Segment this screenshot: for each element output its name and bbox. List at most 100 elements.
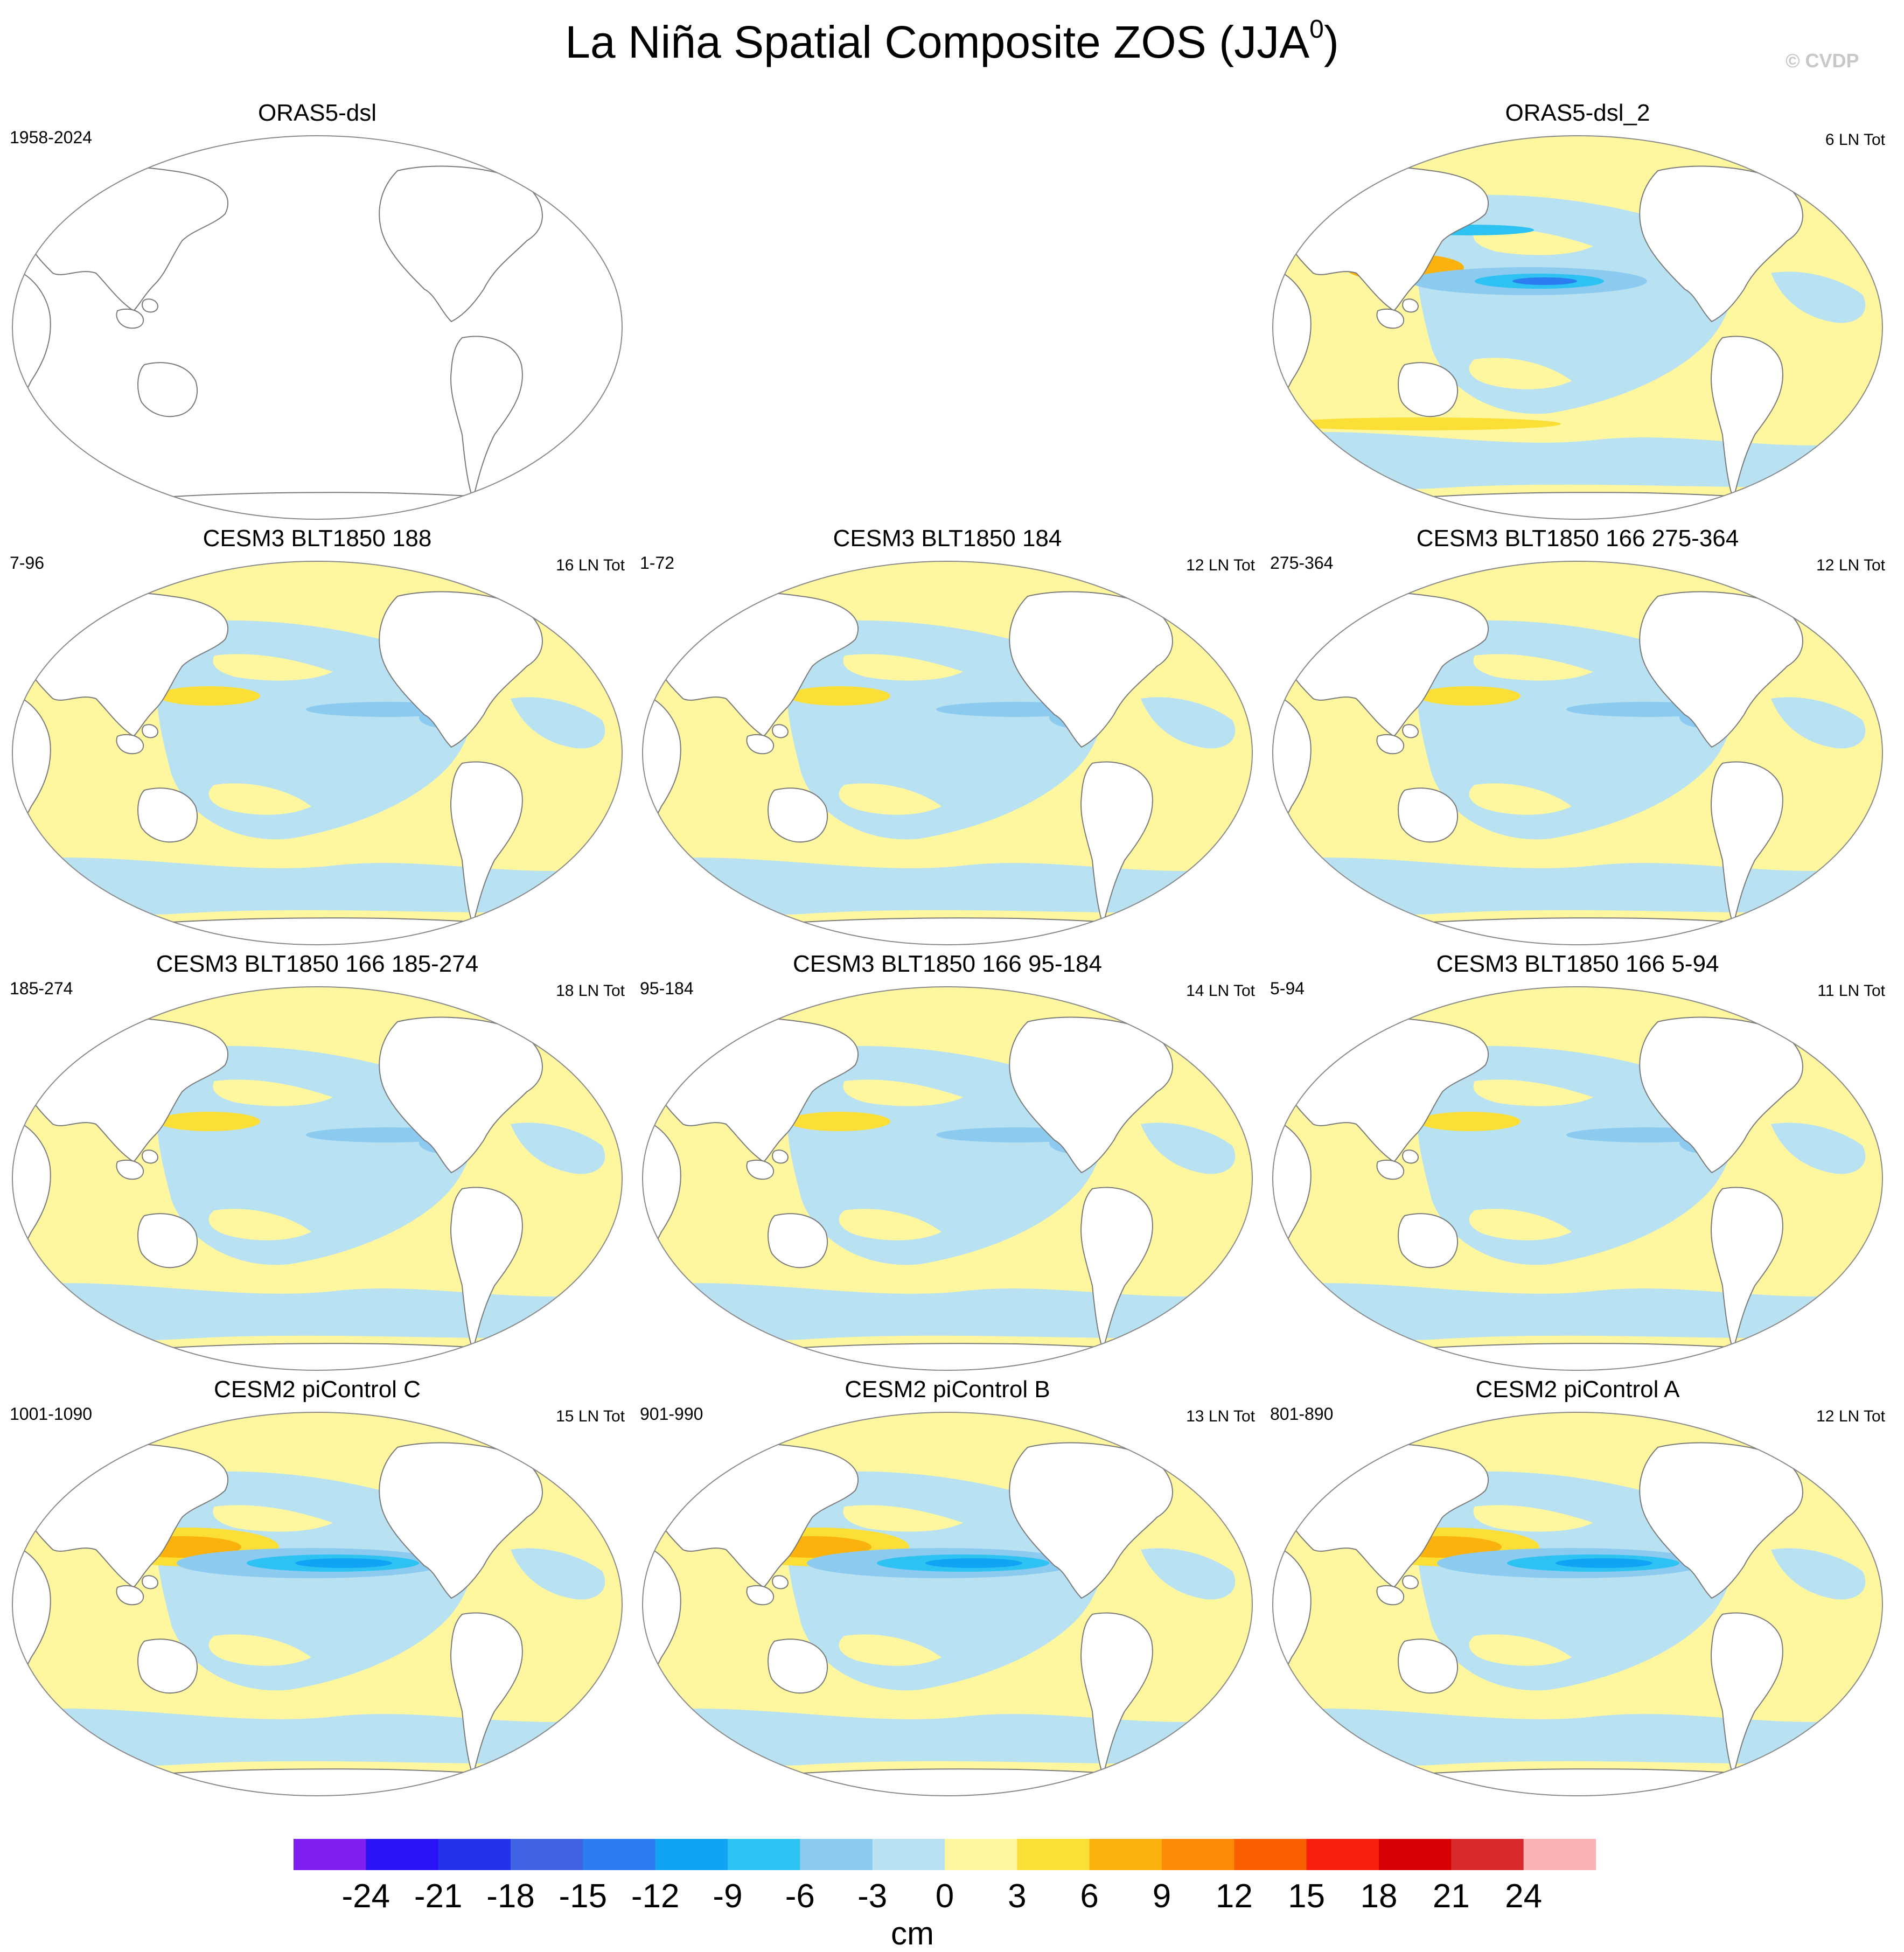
- panel-title: CESM3 BLT1850 184: [833, 525, 1062, 552]
- panel-map: [641, 561, 1253, 945]
- ocean-field: [12, 1412, 622, 1796]
- panel-period: 5-94: [1270, 979, 1305, 998]
- panel-count: 12 LN Tot: [1186, 556, 1255, 574]
- land-mass: [1376, 1159, 1405, 1180]
- land-mass: [1784, 143, 1853, 201]
- globe-outline: [11, 561, 623, 945]
- colorbar-tick-label: 15: [1288, 1878, 1326, 1915]
- land-mass: [704, 1343, 1195, 1370]
- colorbar-tick-label: 0: [935, 1878, 954, 1915]
- land-mass: [137, 1213, 198, 1268]
- cold-tongue-core-anomaly: [1512, 277, 1577, 285]
- panel-count: 12 LN Tot: [1816, 1407, 1885, 1425]
- land-mass: [746, 1585, 775, 1606]
- north-pacific-positive-band: [843, 1505, 963, 1532]
- globe-outline: [641, 986, 1253, 1371]
- land-mass: [74, 1343, 565, 1370]
- land-mass: [1398, 362, 1459, 417]
- north-pacific-positive-band: [213, 1079, 333, 1106]
- colorbar-tick-label: 12: [1215, 1878, 1253, 1915]
- land-mass: [74, 917, 565, 945]
- panel-map: [1272, 135, 1884, 520]
- panel-map: [641, 986, 1253, 1371]
- colorbar-swatch: [1017, 1839, 1090, 1870]
- panel-cesm3-166-185-274: CESM3 BLT1850 166 185-274 185-274 18 LN …: [0, 951, 634, 1376]
- land-mass: [524, 143, 593, 201]
- panel-period: 1001-1090: [10, 1404, 93, 1424]
- land-mass: [1402, 1149, 1419, 1164]
- land-mass: [1402, 1575, 1419, 1590]
- globe-outline: [1272, 561, 1884, 945]
- panel-title: ORAS5-dsl: [257, 100, 377, 126]
- colorbar-swatch: [728, 1839, 800, 1870]
- colorbar-swatch: [945, 1839, 1017, 1870]
- atlantic-negative-patch: [1141, 1548, 1236, 1600]
- cold-tongue-core-anomaly: [1556, 1558, 1652, 1568]
- land-mass: [379, 165, 543, 323]
- panel-title: CESM3 BLT1850 188: [203, 525, 432, 552]
- colorbar-tick-label: -21: [414, 1878, 463, 1915]
- colorbar-tick-label: -3: [857, 1878, 888, 1915]
- panel-title: CESM3 BLT1850 166 5-94: [1436, 951, 1719, 977]
- panel-count: 12 LN Tot: [1816, 556, 1885, 574]
- panel-map: [11, 986, 623, 1371]
- warm-pool-positive-anomaly: [1418, 1112, 1521, 1131]
- atlantic-negative-patch: [511, 1548, 605, 1600]
- colorbar-tick-label: 18: [1360, 1878, 1398, 1915]
- land-mass: [142, 724, 159, 738]
- land-mass: [1398, 1213, 1459, 1268]
- cold-tongue-core-anomaly: [925, 1558, 1022, 1568]
- land-mass: [1154, 1419, 1223, 1478]
- panel-period: 1-72: [640, 553, 675, 573]
- panel-cesm2-picontrol-c: CESM2 piControl C 1001-1090 15 LN Tot: [0, 1376, 634, 1802]
- panel-period: 95-184: [640, 979, 694, 998]
- panel-count: 14 LN Tot: [1186, 982, 1255, 1000]
- land-mass: [137, 787, 198, 843]
- colorbar-swatch: [1523, 1839, 1596, 1870]
- southern-ocean-eddy-anomaly: [1281, 417, 1561, 430]
- land-mass: [1398, 787, 1459, 843]
- colorbar-swatch: [1162, 1839, 1235, 1870]
- land-mass: [142, 298, 159, 313]
- panel-period: 801-890: [1270, 1404, 1334, 1424]
- land-mass: [116, 308, 144, 329]
- panel-oras5-dsl: ORAS5-dsl 1958-2024: [0, 100, 634, 525]
- panel-title: CESM2 piControl A: [1475, 1376, 1680, 1403]
- ocean-field: [643, 987, 1252, 1370]
- land-mass: [1398, 1639, 1459, 1694]
- land-mass: [1784, 568, 1853, 627]
- globe-outline: [11, 135, 623, 520]
- land-mass: [142, 1149, 159, 1164]
- land-mass: [116, 1159, 144, 1180]
- colorbar-swatch: [800, 1839, 873, 1870]
- south-pacific-positive-band: [1469, 1209, 1572, 1240]
- globe-outline: [11, 986, 623, 1371]
- north-pacific-positive-band: [843, 1079, 963, 1106]
- south-pacific-positive-band: [839, 1634, 941, 1666]
- globe-outline: [1272, 986, 1884, 1371]
- panel-count: 11 LN Tot: [1817, 982, 1885, 1000]
- ocean-field: [643, 561, 1252, 945]
- ocean-field: [12, 143, 593, 519]
- land-mass: [1376, 308, 1405, 329]
- globe-outline: [641, 1412, 1253, 1796]
- colorbar-swatch: [1379, 1839, 1452, 1870]
- panel-cesm3-166-5-94: CESM3 BLT1850 166 5-94 5-94 11 LN Tot: [1260, 951, 1895, 1376]
- land-mass: [772, 1149, 789, 1164]
- atlantic-negative-patch: [1771, 1548, 1866, 1600]
- panel-count: 16 LN Tot: [556, 556, 625, 574]
- land-mass: [1334, 492, 1825, 519]
- land-mass: [524, 1419, 593, 1478]
- colorbar-swatch: [583, 1839, 656, 1870]
- warm-pool-positive-anomaly: [788, 686, 890, 706]
- land-mass: [1402, 724, 1419, 738]
- panel-period: 901-990: [640, 1404, 703, 1424]
- colorbar-tick-label: 9: [1152, 1878, 1171, 1915]
- atlantic-negative-patch: [511, 1123, 605, 1174]
- land-mass: [746, 1159, 775, 1180]
- colorbar-swatch: [511, 1839, 583, 1870]
- land-mass: [1402, 298, 1419, 313]
- panel-oras5-dsl-2: ORAS5-dsl_2 6 LN Tot: [1260, 100, 1895, 525]
- panel-title: ORAS5-dsl_2: [1505, 100, 1650, 126]
- land-mass: [1334, 1768, 1825, 1796]
